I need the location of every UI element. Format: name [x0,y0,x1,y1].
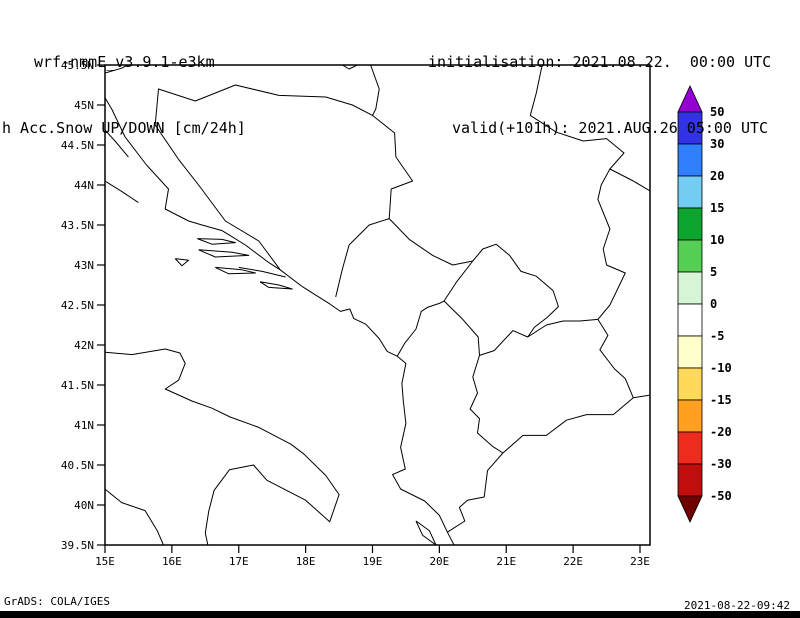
lat-tick-label: 40N [74,499,94,512]
outline-albania-greece-border [447,452,504,533]
colorbar-segment [677,175,703,209]
colorbar-label: -5 [710,329,724,343]
outline-adriatic-east-coast [105,96,455,545]
colorbar-segment [677,271,703,305]
outline-montenegro-albania-border [396,300,445,357]
time-block: initialisation: 2021.08.22. 00:00 UTC va… [428,7,771,183]
outline-island-brac [197,238,236,245]
colorbar-label: -20 [710,425,732,439]
grads-credit: GrADS: COLA/IGES [4,595,110,608]
lat-tick-label: 43.5N [61,219,94,232]
title-block: wrf-nmmE_v3.9.1-e3km h Acc.Snow UP/DOWN … [0,7,246,183]
lon-tick-label: 20E [429,555,449,568]
outline-island-dugi-otok [105,180,139,204]
colorbar-label: 50 [710,105,724,119]
colorbar-segment [677,335,703,369]
colorbar-segment [677,399,703,433]
colorbar-segment [677,111,703,145]
outline-slovenia-croatia-border [105,65,129,74]
creation-timestamp: 2021-08-22-09:42 [684,599,790,612]
colorbar-segment [677,239,703,273]
lon-tick-label: 15E [95,555,115,568]
outline-island-korcula [215,266,256,275]
colorbar-segment [677,207,703,241]
lat-tick-label: 42N [74,339,94,352]
lat-tick-label: 44.5N [61,139,94,152]
colorbar-label: -30 [710,457,732,471]
outline-macedonia-serbia-border [527,318,598,338]
colorbar-label: 0 [710,297,717,311]
colorbar-label: -15 [710,393,732,407]
outline-romania-bulgaria-border [609,168,650,192]
outline-croatia-serbia-border [370,65,380,116]
lat-tick-label: 43N [74,259,94,272]
colorbar-segment [677,431,703,465]
outline-montenegro-serbia-border [388,218,473,266]
lat-tick-label: 39.5N [61,539,94,552]
outline-peljesac-peninsula [238,266,286,278]
lon-tick-label: 18E [296,555,316,568]
lat-tick-label: 42.5N [61,299,94,312]
colorbar-label: 5 [710,265,717,279]
lat-tick-label: 44N [74,179,94,192]
model-title: wrf-nmmE_v3.9.1-e3km [34,53,215,71]
valid-time-label: valid(+101h): 2021.AUG.26 05:00 UTC [452,119,769,137]
colorbar-segment [677,303,703,337]
lat-tick-label: 41N [74,419,94,432]
colorbar-label: 10 [710,233,724,247]
outline-kosovo-border [443,243,559,356]
lon-tick-label: 16E [162,555,182,568]
outline-macedonia-bulgaria-border [597,319,634,398]
lon-tick-label: 21E [496,555,516,568]
outline-albania-macedonia-border [469,355,504,454]
lon-tick-label: 17E [229,555,249,568]
colorbar-label: -50 [710,489,732,503]
colorbar-segment [677,367,703,401]
outline-island-mljet [259,281,293,290]
map-outlines [105,65,650,545]
lat-tick-label: 45.5N [61,59,94,72]
outline-island-vis [174,258,190,267]
colorbar-arrow-bottom [677,495,703,523]
outline-island-corfu [415,520,437,545]
colorbar-segment [677,463,703,497]
lon-tick-label: 19E [363,555,383,568]
outline-serbia-romania-bulgaria-border [529,65,626,320]
lon-tick-label: 23E [630,555,650,568]
colorbar-label: -10 [710,361,732,375]
outline-bulgaria-greece-border [633,394,650,399]
outline-macedonia-greece-border [502,397,634,454]
outline-island-hvar [198,249,250,258]
colorbar-label: 20 [710,169,724,183]
outline-bosnia-border [154,84,414,298]
bottom-bar [0,611,800,618]
init-time-label: initialisation: 2021.08.22. 00:00 UTC [428,53,772,71]
lat-tick-label: 41.5N [61,379,94,392]
outline-italy-adriatic-coast [105,348,340,545]
lon-tick-label: 22E [563,555,583,568]
outline-italy-tyrrhenian-coast [105,488,165,545]
outline-hungary-croatia-dip [341,65,359,70]
lat-tick-label: 40.5N [61,459,94,472]
lat-tick-label: 45N [74,99,94,112]
outline-island-pag [105,129,129,158]
colorbar-label: 30 [710,137,724,151]
colorbar-label: 15 [710,201,724,215]
product-title: h Acc.Snow UP/DOWN [cm/24h] [2,119,246,137]
